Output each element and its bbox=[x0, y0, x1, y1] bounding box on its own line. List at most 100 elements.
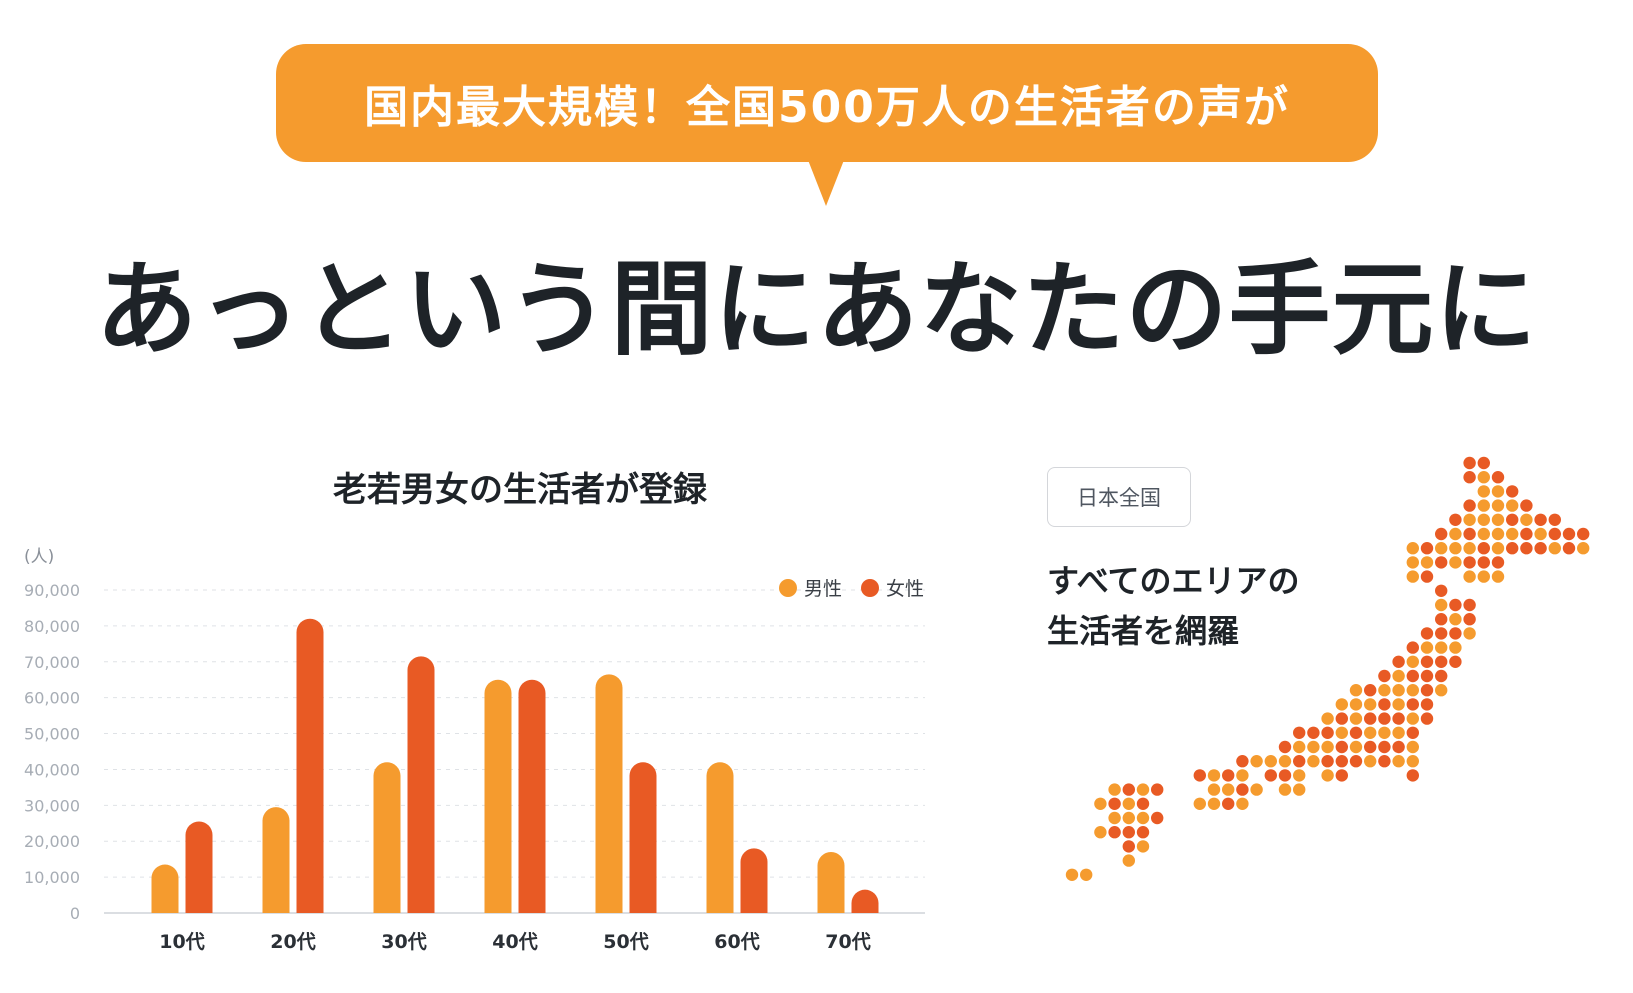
map-dot bbox=[1435, 655, 1448, 668]
map-dot bbox=[1136, 840, 1150, 853]
map-dot bbox=[1349, 726, 1363, 739]
map-dot bbox=[1420, 556, 1434, 569]
map-dot bbox=[1236, 797, 1249, 810]
map-dot bbox=[1293, 783, 1306, 796]
map-dot bbox=[1378, 698, 1391, 711]
map-dot bbox=[1335, 740, 1348, 754]
map-dot bbox=[1534, 542, 1547, 555]
map-dot bbox=[1108, 783, 1121, 796]
map-dot bbox=[1463, 627, 1476, 640]
map-dot bbox=[1449, 627, 1462, 640]
map-dot bbox=[1136, 826, 1150, 839]
y-tick-label: 20,000 bbox=[24, 832, 80, 851]
map-dot bbox=[1406, 740, 1419, 754]
map-dot bbox=[1207, 797, 1221, 810]
map-dot bbox=[1278, 769, 1292, 782]
y-tick-label: 0 bbox=[70, 904, 80, 923]
map-dot bbox=[1506, 542, 1519, 555]
map-dot bbox=[1406, 755, 1419, 768]
map-dot bbox=[1463, 499, 1476, 512]
map-dot bbox=[1335, 698, 1348, 711]
map-dot bbox=[1264, 769, 1277, 782]
bar-female bbox=[185, 821, 213, 913]
map-dot bbox=[1151, 811, 1164, 825]
x-tick-label: 10代 bbox=[159, 931, 204, 953]
map-dot bbox=[1435, 669, 1448, 683]
map-dot bbox=[1449, 527, 1462, 541]
map-dot bbox=[1463, 556, 1476, 569]
map-dot bbox=[1335, 726, 1348, 739]
map-dot bbox=[1449, 655, 1462, 668]
map-dot bbox=[1250, 783, 1263, 796]
map-dot bbox=[1477, 471, 1490, 484]
map-dot bbox=[1477, 485, 1490, 498]
map-dot bbox=[1463, 598, 1476, 612]
map-dot bbox=[1349, 740, 1363, 754]
map-dot bbox=[1151, 783, 1164, 796]
map-dot bbox=[1463, 471, 1476, 484]
map-dot bbox=[1534, 527, 1547, 541]
map-dot bbox=[1122, 840, 1135, 853]
legend-dot bbox=[861, 579, 879, 597]
map-dot bbox=[1491, 556, 1505, 569]
map-dot bbox=[1420, 655, 1434, 668]
y-tick-label: 50,000 bbox=[24, 725, 80, 744]
x-tick-label: 70代 bbox=[825, 931, 870, 953]
map-dot bbox=[1321, 712, 1334, 725]
y-tick-label: 60,000 bbox=[24, 689, 80, 708]
map-dot bbox=[1463, 613, 1476, 626]
map-dot bbox=[1207, 769, 1221, 782]
map-dot bbox=[1406, 542, 1419, 555]
map-dot bbox=[1562, 542, 1576, 555]
bar-male bbox=[817, 851, 845, 913]
map-dot bbox=[1321, 769, 1334, 782]
map-dot bbox=[1477, 542, 1490, 555]
map-dot bbox=[1108, 826, 1121, 839]
map-dot bbox=[1463, 456, 1476, 470]
map-dot bbox=[1378, 684, 1391, 697]
map-dot bbox=[1392, 669, 1405, 683]
map-dot bbox=[1449, 641, 1462, 654]
map-dot bbox=[1307, 740, 1320, 754]
map-dot bbox=[1193, 769, 1206, 782]
map-dot bbox=[1222, 769, 1235, 782]
map-dot bbox=[1278, 740, 1292, 754]
map-dot bbox=[1520, 513, 1533, 526]
map-dot bbox=[1349, 698, 1363, 711]
map-dot bbox=[1406, 684, 1419, 697]
main-headline: あっという間にあなたの手元に bbox=[95, 251, 1538, 370]
legend-dot bbox=[779, 579, 797, 597]
map-dot bbox=[1293, 755, 1306, 768]
map-dot bbox=[1435, 627, 1448, 640]
map-dot bbox=[1420, 698, 1434, 711]
map-dot bbox=[1136, 797, 1150, 810]
map-dot bbox=[1378, 726, 1391, 739]
map-dot bbox=[1264, 755, 1277, 768]
map-dot bbox=[1293, 740, 1306, 754]
map-dot bbox=[1420, 712, 1434, 725]
bar-female bbox=[518, 679, 546, 913]
map-dot bbox=[1307, 726, 1320, 739]
map-dot bbox=[1548, 513, 1561, 526]
map-dot bbox=[1406, 570, 1419, 583]
map-dot bbox=[1435, 641, 1448, 654]
map-dot bbox=[1065, 868, 1079, 881]
map-dot bbox=[1449, 513, 1462, 526]
map-dot bbox=[1293, 726, 1306, 739]
map-dot bbox=[1392, 684, 1405, 697]
map-dot bbox=[1463, 542, 1476, 555]
map-dot bbox=[1491, 485, 1505, 498]
map-dot bbox=[1406, 641, 1419, 654]
legend-label: 男性 bbox=[804, 578, 842, 600]
x-tick-label: 40代 bbox=[492, 931, 537, 953]
map-dot bbox=[1491, 542, 1505, 555]
map-dot bbox=[1222, 797, 1235, 810]
y-unit-label: (人) bbox=[24, 547, 54, 567]
map-dot bbox=[1435, 598, 1448, 612]
map-dot bbox=[1435, 527, 1448, 541]
area-line-2: 生活者を網羅 bbox=[1047, 612, 1240, 650]
map-dot bbox=[1364, 712, 1377, 725]
map-dot bbox=[1520, 527, 1533, 541]
map-dot bbox=[1520, 499, 1533, 512]
y-tick-label: 70,000 bbox=[24, 653, 80, 672]
